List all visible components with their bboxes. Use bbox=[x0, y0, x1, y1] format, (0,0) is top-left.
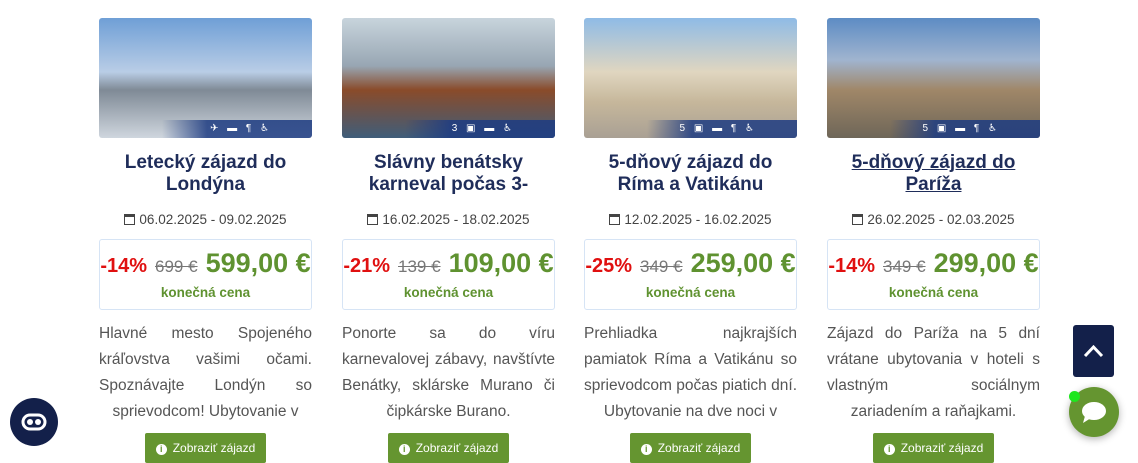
discount-badge: -14% bbox=[828, 255, 876, 277]
old-price: 349 € bbox=[883, 257, 926, 276]
accessibility-button[interactable] bbox=[10, 398, 58, 446]
calendar-icon bbox=[852, 214, 864, 225]
chat-bubble-icon bbox=[1082, 402, 1106, 423]
current-price: 259,00 € bbox=[690, 248, 796, 278]
calendar-icon bbox=[124, 214, 136, 225]
date-range: 16.02.2025 - 18.02.2025 bbox=[382, 212, 530, 227]
current-price: 599,00 € bbox=[205, 248, 311, 278]
tour-card: 5 ▣ ▬ ¶ ♿ 5-dňový zájazd do Ríma a Vatik… bbox=[584, 18, 797, 463]
tour-dates: 26.02.2025 - 02.03.2025 bbox=[827, 210, 1040, 230]
final-price-label: konečná cena bbox=[888, 285, 979, 300]
old-price: 139 € bbox=[398, 257, 441, 276]
info-icon: i bbox=[640, 444, 652, 455]
price-box: -14% 699 € 599,00 € konečná cena bbox=[99, 239, 312, 310]
discount-badge: -14% bbox=[100, 255, 148, 277]
price-box: -25% 349 € 259,00 € konečná cena bbox=[584, 239, 797, 310]
show-tour-button[interactable]: i Zobraziť zájazd bbox=[630, 433, 751, 463]
tour-dates: 16.02.2025 - 18.02.2025 bbox=[342, 210, 555, 230]
show-tour-button[interactable]: i Zobraziť zájazd bbox=[388, 433, 509, 463]
tour-description: Hlavné mesto Spojeného kráľovstva vašimi… bbox=[99, 325, 312, 420]
date-range: 26.02.2025 - 02.03.2025 bbox=[867, 212, 1015, 227]
info-icon: i bbox=[155, 444, 167, 455]
date-range: 06.02.2025 - 09.02.2025 bbox=[139, 212, 287, 227]
scroll-to-top-button[interactable] bbox=[1073, 325, 1114, 377]
amenity-icons: ✈ ▬ ¶ ♿ bbox=[162, 120, 312, 138]
price-box: -14% 349 € 299,00 € konečná cena bbox=[827, 239, 1040, 310]
amenity-icons: 5 ▣ ▬ ¶ ♿ bbox=[890, 120, 1040, 138]
tour-image[interactable]: 5 ▣ ▬ ¶ ♿ bbox=[827, 18, 1040, 138]
tour-title-link[interactable]: 5-dňový zájazd do Ríma a Vatikánu bbox=[608, 152, 773, 195]
final-price-label: konečná cena bbox=[403, 285, 494, 300]
tour-description: Ponorte sa do víru karnevalovej zábavy, … bbox=[342, 325, 555, 420]
show-tour-button[interactable]: i Zobraziť zájazd bbox=[145, 433, 266, 463]
info-icon: i bbox=[883, 444, 895, 455]
button-label: Zobraziť zájazd bbox=[900, 441, 984, 455]
discount-badge: -21% bbox=[343, 255, 391, 277]
tour-card: ✈ ▬ ¶ ♿ Letecký zájazd do Londýna 06.02.… bbox=[99, 18, 312, 463]
final-price-label: konečná cena bbox=[645, 285, 736, 300]
chat-button[interactable] bbox=[1069, 387, 1119, 437]
calendar-icon bbox=[609, 214, 621, 225]
tour-title-link[interactable]: 5-dňový zájazd do Paríža bbox=[851, 152, 1016, 195]
accessibility-icon bbox=[21, 413, 47, 431]
amenity-icons: 3 ▣ ▬ ♿ bbox=[405, 120, 555, 138]
amenity-icons: 5 ▣ ▬ ¶ ♿ bbox=[647, 120, 797, 138]
button-label: Zobraziť zájazd bbox=[172, 441, 256, 455]
button-label: Zobraziť zájazd bbox=[657, 441, 741, 455]
current-price: 299,00 € bbox=[933, 248, 1039, 278]
old-price: 349 € bbox=[640, 257, 683, 276]
info-icon: i bbox=[398, 444, 410, 455]
final-price-label: konečná cena bbox=[160, 285, 251, 300]
current-price: 109,00 € bbox=[448, 248, 554, 278]
tour-image[interactable]: ✈ ▬ ¶ ♿ bbox=[99, 18, 312, 138]
tour-card: 3 ▣ ▬ ♿ Slávny benátsky karneval počas 3… bbox=[342, 18, 555, 463]
button-label: Zobraziť zájazd bbox=[415, 441, 499, 455]
tour-title-link[interactable]: Slávny benátsky karneval počas 3- bbox=[368, 152, 529, 195]
tour-dates: 12.02.2025 - 16.02.2025 bbox=[584, 210, 797, 230]
discount-badge: -25% bbox=[585, 255, 633, 277]
old-price: 699 € bbox=[155, 257, 198, 276]
calendar-icon bbox=[367, 214, 379, 225]
chevron-up-icon bbox=[1083, 344, 1104, 358]
tour-description: Prehliadka najkrajších pamiatok Ríma a V… bbox=[584, 325, 797, 420]
tour-card: 5 ▣ ▬ ¶ ♿ 5-dňový zájazd do Paríža 26.02… bbox=[827, 18, 1040, 463]
tour-dates: 06.02.2025 - 09.02.2025 bbox=[99, 210, 312, 230]
tour-title-link[interactable]: Letecký zájazd do Londýna bbox=[124, 152, 287, 195]
show-tour-button[interactable]: i Zobraziť zájazd bbox=[873, 433, 994, 463]
date-range: 12.02.2025 - 16.02.2025 bbox=[624, 212, 772, 227]
tour-image[interactable]: 5 ▣ ▬ ¶ ♿ bbox=[584, 18, 797, 138]
online-status-dot bbox=[1069, 391, 1080, 402]
tour-description: Zájazd do Paríža na 5 dní vrátane ubytov… bbox=[827, 325, 1040, 420]
price-box: -21% 139 € 109,00 € konečná cena bbox=[342, 239, 555, 310]
tour-image[interactable]: 3 ▣ ▬ ♿ bbox=[342, 18, 555, 138]
